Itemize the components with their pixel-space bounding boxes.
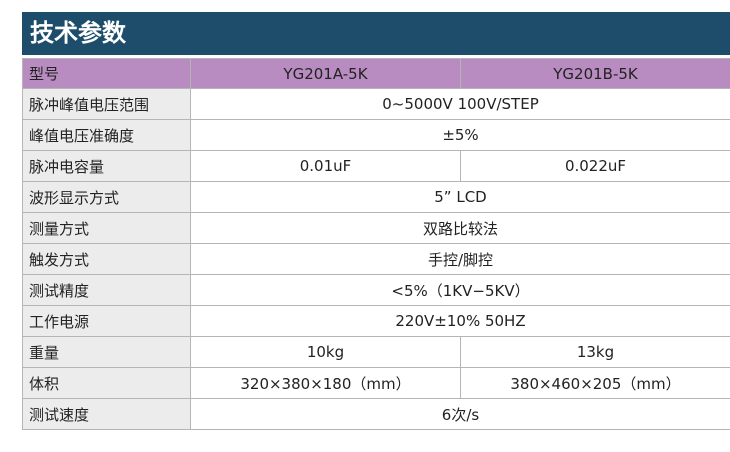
cell: ±5% bbox=[190, 119, 730, 151]
row: 重量 10kg 13kg bbox=[22, 336, 730, 368]
cell: 10kg bbox=[190, 336, 461, 368]
row-label: 脉冲电容量 bbox=[22, 150, 191, 182]
cell: 双路比较法 bbox=[190, 212, 730, 244]
cell: 220V±10% 50HZ bbox=[190, 305, 730, 337]
cell: <5%（1KV−5KV） bbox=[190, 274, 730, 306]
cell: 0~5000V 100V/STEP bbox=[190, 88, 730, 120]
row-label: 波形显示方式 bbox=[22, 181, 191, 213]
row: 波形显示方式 5” LCD bbox=[22, 181, 730, 213]
row-label: 测试速度 bbox=[22, 398, 191, 430]
row: 脉冲峰值电压范围 0~5000V 100V/STEP bbox=[22, 88, 730, 120]
row: 体积 320×380×180（mm） 380×460×205（mm） bbox=[22, 367, 730, 399]
row-label: 脉冲峰值电压范围 bbox=[22, 88, 191, 120]
row-label: 重量 bbox=[22, 336, 191, 368]
cell: 6次/s bbox=[190, 398, 730, 430]
cell: 380×460×205（mm） bbox=[460, 367, 730, 399]
cell: YG201A-5K bbox=[190, 58, 461, 89]
cell: 0.01uF bbox=[190, 150, 461, 182]
cell: 320×380×180（mm） bbox=[190, 367, 461, 399]
row-label: 工作电源 bbox=[22, 305, 191, 337]
row: 测试精度 <5%（1KV−5KV） bbox=[22, 274, 730, 306]
row-label: 触发方式 bbox=[22, 243, 191, 275]
cell: YG201B-5K bbox=[460, 58, 730, 89]
row: 工作电源 220V±10% 50HZ bbox=[22, 305, 730, 337]
cell: 13kg bbox=[460, 336, 730, 368]
row: 脉冲电容量 0.01uF 0.022uF bbox=[22, 150, 730, 182]
row-label: 测量方式 bbox=[22, 212, 191, 244]
row: 峰值电压准确度 ±5% bbox=[22, 119, 730, 151]
row-label: 型号 bbox=[22, 58, 191, 89]
row-label: 测试精度 bbox=[22, 274, 191, 306]
spec-table: 型号 YG201A-5K YG201B-5K 脉冲峰值电压范围 0~5000V 100V… bbox=[22, 58, 730, 430]
row-label: 峰值电压准确度 bbox=[22, 119, 191, 151]
row-label: 体积 bbox=[22, 367, 191, 399]
title-bar: 技术参数 bbox=[22, 12, 730, 55]
row: 测量方式 双路比较法 bbox=[22, 212, 730, 244]
head: 型号 YG201A-5K YG201B-5K bbox=[22, 58, 730, 89]
cell: 手控/脚控 bbox=[190, 243, 730, 275]
row: 测试速度 6次/s bbox=[22, 398, 730, 430]
cell: 0.022uF bbox=[460, 150, 730, 182]
row: 触发方式 手控/脚控 bbox=[22, 243, 730, 275]
cell: 5” LCD bbox=[190, 181, 730, 213]
